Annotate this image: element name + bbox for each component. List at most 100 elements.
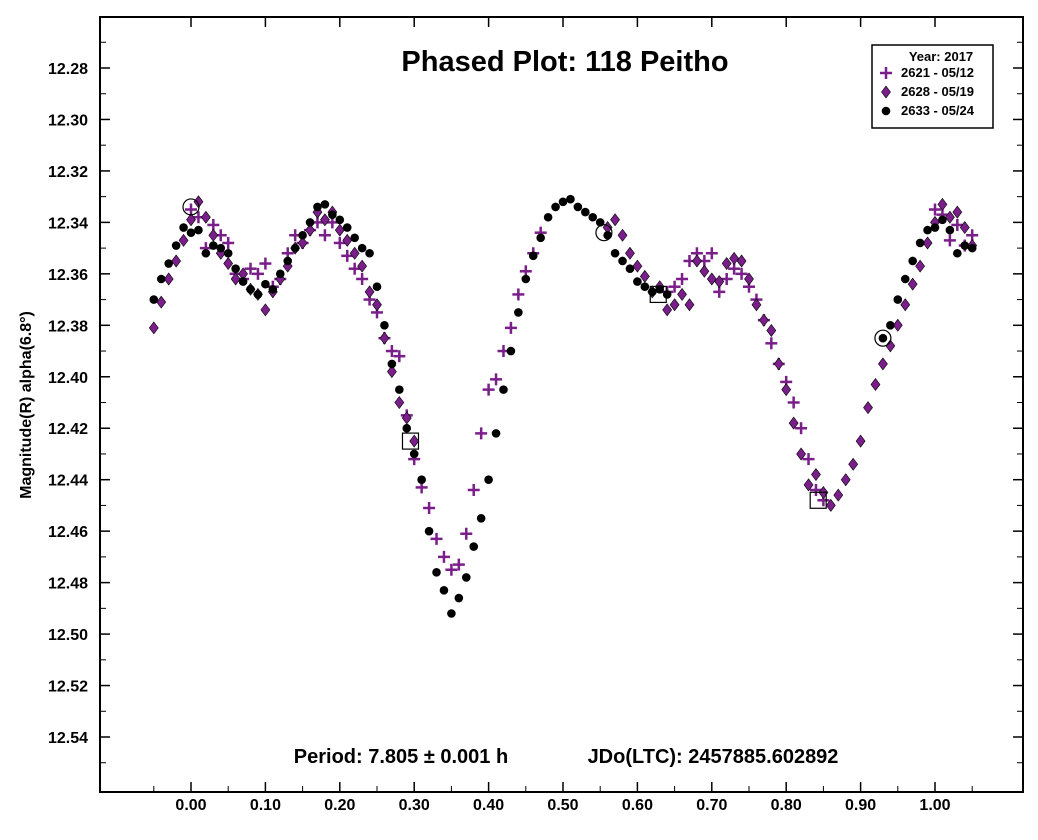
data-point (372, 298, 382, 312)
data-point (365, 248, 374, 258)
data-point (900, 274, 910, 284)
y-tick-label: 12.36 (48, 267, 88, 284)
data-point (566, 194, 575, 204)
data-point (349, 246, 360, 260)
data-point (318, 229, 331, 242)
data-point (491, 429, 501, 438)
data-point (484, 475, 493, 484)
data-point (506, 346, 516, 356)
data-point (164, 259, 173, 268)
data-point (885, 339, 896, 353)
data-point (618, 256, 627, 266)
data-point (855, 434, 866, 448)
data-point (655, 284, 665, 294)
data-point (246, 284, 255, 294)
data-point (231, 264, 240, 274)
data-point (512, 288, 525, 301)
series-3 (149, 194, 977, 618)
data-point (298, 230, 307, 240)
data-point (937, 197, 948, 211)
data-point (915, 238, 925, 248)
data-point (499, 385, 508, 394)
data-point (230, 272, 241, 286)
data-point (454, 593, 464, 603)
data-point (445, 563, 458, 576)
data-point (305, 218, 315, 227)
data-point (647, 287, 657, 297)
highlight-circle (595, 224, 613, 242)
data-point (922, 236, 933, 250)
data-point (342, 233, 353, 247)
x-tick-label: 0.90 (845, 797, 876, 814)
highlight-circle (874, 329, 892, 347)
data-point (960, 241, 970, 250)
data-point (372, 282, 382, 292)
data-point (581, 207, 590, 217)
data-point (676, 272, 689, 285)
data-point (662, 290, 672, 299)
y-tick-label: 12.46 (48, 524, 88, 541)
data-point (305, 223, 315, 237)
data-point (677, 287, 687, 301)
data-point (848, 457, 859, 471)
data-point (401, 411, 412, 425)
data-point (662, 303, 673, 317)
data-point (945, 210, 955, 224)
data-point (223, 248, 233, 258)
data-point (259, 257, 272, 270)
data-point (759, 313, 769, 327)
data-point (588, 212, 598, 222)
data-point (735, 267, 748, 280)
data-point (878, 357, 888, 371)
data-point (148, 321, 159, 335)
data-point (892, 318, 903, 332)
data-point (551, 202, 560, 212)
data-point (251, 267, 264, 280)
data-point (186, 228, 196, 237)
data-point (393, 350, 406, 363)
data-point (402, 423, 412, 433)
data-point (610, 213, 620, 227)
data-point (959, 221, 970, 235)
data-point (186, 213, 196, 227)
data-point (625, 246, 635, 260)
data-point (504, 321, 517, 334)
highlight-square (809, 491, 827, 509)
legend: Year: 2017 2621 - 05/12 2628 - 05/19 2633 … (871, 44, 994, 129)
data-point (692, 254, 702, 268)
y-tick-label: 12.44 (48, 473, 88, 490)
data-point (721, 257, 732, 271)
data-point (171, 254, 181, 268)
legend-marker (880, 67, 892, 79)
data-point (430, 532, 443, 545)
y-tick-label: 12.30 (48, 112, 88, 129)
data-point (357, 259, 367, 273)
x-tick-label: 1.00 (919, 797, 950, 814)
data-point (297, 236, 308, 250)
data-point (460, 527, 473, 540)
data-point (878, 333, 888, 343)
data-point (194, 225, 203, 235)
data-point (156, 295, 167, 309)
data-point (809, 483, 822, 496)
data-point (802, 453, 815, 466)
legend-title: Year: 2017 (909, 49, 973, 64)
data-point (765, 337, 778, 350)
data-point (290, 243, 300, 253)
data-point (253, 290, 263, 299)
data-point (244, 262, 257, 275)
data-point (729, 251, 739, 265)
data-point (684, 298, 695, 312)
period-annotation: Period: 7.805 ± 0.001 h (294, 746, 508, 768)
data-point (953, 248, 962, 258)
data-point (633, 277, 642, 286)
y-tick-label: 12.38 (48, 318, 88, 335)
data-marks (148, 194, 979, 618)
data-point (223, 257, 234, 271)
y-axis-label: Magnitude(R) alpha(6.8°) (18, 311, 35, 499)
x-tick-label: 0.20 (324, 797, 355, 814)
plot-frame (99, 16, 1024, 793)
data-point (528, 251, 538, 261)
x-tick-label: 0.00 (175, 797, 206, 814)
data-point (788, 416, 799, 430)
